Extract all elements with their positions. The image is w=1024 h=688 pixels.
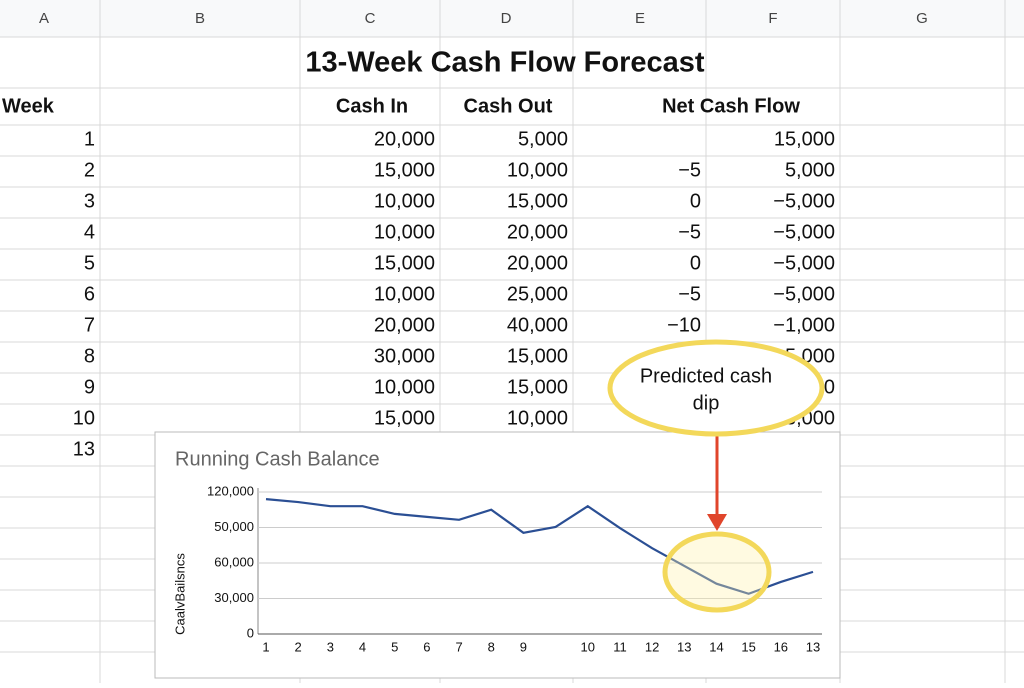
cell: 6 (84, 283, 95, 305)
x-tick-label: 4 (359, 639, 366, 654)
cell: 30,000 (374, 345, 435, 367)
x-tick-label: 5 (391, 639, 398, 654)
cell: −5,000 (773, 221, 835, 243)
x-tick-label: 15 (741, 639, 755, 654)
cell: 15,000 (774, 128, 835, 150)
cell: 10,000 (507, 159, 568, 181)
cell: 10,000 (374, 221, 435, 243)
cell: −5 (678, 159, 701, 181)
y-tick-label: 50,000 (214, 519, 254, 534)
cell: 20,000 (374, 128, 435, 150)
cell: 20,000 (507, 252, 568, 274)
cell: 20,000 (374, 314, 435, 336)
cell: −5,000 (773, 190, 835, 212)
cell: 15,000 (374, 252, 435, 274)
callout-bubble (607, 339, 825, 437)
column-header: A (39, 10, 49, 27)
x-tick-label: 1 (262, 639, 269, 654)
cell: 2 (84, 159, 95, 181)
column-header: C (365, 10, 376, 27)
cell: −5,000 (773, 252, 835, 274)
x-tick-label: 7 (455, 639, 462, 654)
cell: 13 (73, 438, 95, 460)
cell: 5,000 (518, 128, 568, 150)
cell: 15,000 (507, 345, 568, 367)
cell: 15,000 (507, 376, 568, 398)
cell: −1,000 (773, 314, 835, 336)
highlight-circle (662, 531, 772, 613)
cell: 25,000 (507, 283, 568, 305)
cell: 8 (84, 345, 95, 367)
chart-title: Running Cash Balance (175, 448, 380, 470)
cell: 7 (84, 314, 95, 336)
x-tick-label: 9 (520, 639, 527, 654)
x-tick-label: 14 (709, 639, 723, 654)
header-cell: Week (2, 95, 55, 117)
cell: 5,000 (785, 159, 835, 181)
column-header: B (195, 10, 205, 27)
column-header: F (768, 10, 777, 27)
arrow-head (707, 514, 727, 531)
y-tick-label: 30,000 (214, 590, 254, 605)
column-header: E (635, 10, 645, 27)
cell: 10 (73, 407, 95, 429)
header-cell: Cash In (336, 95, 408, 117)
cell: −5 (678, 221, 701, 243)
y-axis-label: CaalvBailsncs (172, 553, 187, 635)
x-tick-label: 12 (645, 639, 659, 654)
balance-line (265, 498, 814, 595)
cell: −5,000 (773, 283, 835, 305)
cell: 10,000 (374, 283, 435, 305)
cell: 3 (84, 190, 95, 212)
cell: 15,000 (374, 407, 435, 429)
column-header: G (916, 10, 928, 27)
cell: 40,000 (507, 314, 568, 336)
x-tick-label: 3 (327, 639, 334, 654)
x-tick-label: 13 (806, 639, 820, 654)
cell: 20,000 (507, 221, 568, 243)
y-tick-label: 0 (247, 625, 254, 640)
x-tick-label: 2 (295, 639, 302, 654)
cell: 9 (84, 376, 95, 398)
header-cell: Cash Out (464, 95, 553, 117)
callout-text: dip (693, 392, 720, 414)
callout-text: Predicted cash (640, 365, 772, 387)
cell: 15,000 (374, 159, 435, 181)
chart-box (154, 431, 841, 679)
header-cell: Net Cash Flow (662, 95, 800, 117)
cell: 15,000 (507, 190, 568, 212)
cell: 10,000 (374, 190, 435, 212)
cell: 1 (84, 128, 95, 150)
x-tick-label: 13 (677, 639, 691, 654)
cell: 10,000 (374, 376, 435, 398)
x-tick-label: 16 (774, 639, 788, 654)
column-header: D (501, 10, 512, 27)
cell: −10 (667, 314, 701, 336)
cell: 10,000 (507, 407, 568, 429)
cell: 0 (690, 190, 701, 212)
cell: 0 (690, 252, 701, 274)
y-tick-label: 60,000 (214, 554, 254, 569)
x-tick-label: 8 (488, 639, 495, 654)
x-tick-label: 11 (613, 639, 627, 654)
x-tick-label: 6 (423, 639, 430, 654)
cell: −5 (678, 283, 701, 305)
cell: 5 (84, 252, 95, 274)
column-header-bar (0, 0, 1024, 37)
sheet-title: 13-Week Cash Flow Forecast (305, 47, 705, 79)
x-tick-label: 10 (581, 639, 595, 654)
y-tick-label: 120,000 (207, 483, 254, 498)
cell: 4 (84, 221, 95, 243)
